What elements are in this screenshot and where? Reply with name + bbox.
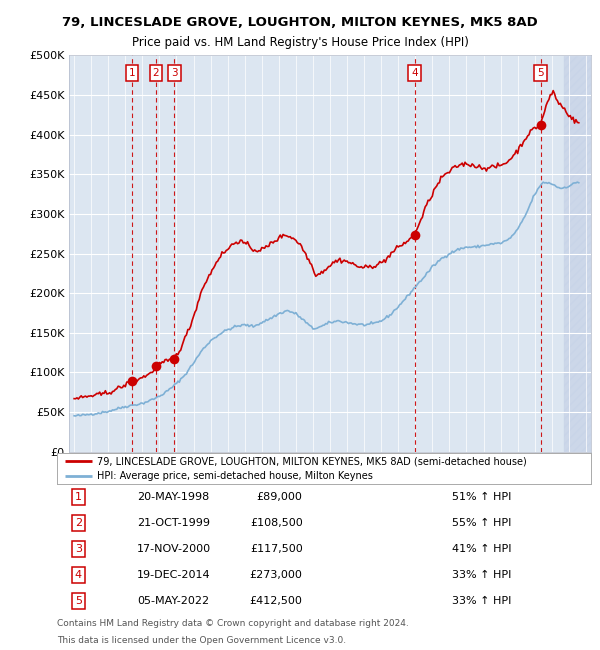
Text: HPI: Average price, semi-detached house, Milton Keynes: HPI: Average price, semi-detached house,…: [97, 471, 373, 482]
Text: This data is licensed under the Open Government Licence v3.0.: This data is licensed under the Open Gov…: [57, 636, 346, 645]
Text: 33% ↑ HPI: 33% ↑ HPI: [452, 570, 512, 580]
Text: 41% ↑ HPI: 41% ↑ HPI: [452, 544, 512, 554]
Text: 33% ↑ HPI: 33% ↑ HPI: [452, 596, 512, 606]
Text: £89,000: £89,000: [257, 492, 302, 502]
Text: 1: 1: [75, 492, 82, 502]
Text: 20-MAY-1998: 20-MAY-1998: [137, 492, 209, 502]
Text: 2: 2: [152, 68, 160, 78]
Text: £273,000: £273,000: [250, 570, 302, 580]
Text: 21-OCT-1999: 21-OCT-1999: [137, 518, 210, 528]
Text: Price paid vs. HM Land Registry's House Price Index (HPI): Price paid vs. HM Land Registry's House …: [131, 36, 469, 49]
Text: 4: 4: [411, 68, 418, 78]
Text: 5: 5: [537, 68, 544, 78]
Text: 5: 5: [75, 596, 82, 606]
Text: 3: 3: [171, 68, 178, 78]
Bar: [564, 55, 591, 452]
Text: 05-MAY-2022: 05-MAY-2022: [137, 596, 209, 606]
Text: £117,500: £117,500: [250, 544, 302, 554]
Text: £108,500: £108,500: [250, 518, 302, 528]
Text: 1: 1: [128, 68, 135, 78]
Text: 17-NOV-2000: 17-NOV-2000: [137, 544, 211, 554]
Text: £412,500: £412,500: [250, 596, 302, 606]
Text: 79, LINCESLADE GROVE, LOUGHTON, MILTON KEYNES, MK5 8AD (semi-detached house): 79, LINCESLADE GROVE, LOUGHTON, MILTON K…: [97, 456, 527, 467]
Text: Contains HM Land Registry data © Crown copyright and database right 2024.: Contains HM Land Registry data © Crown c…: [57, 619, 409, 629]
Text: 3: 3: [75, 544, 82, 554]
Text: 4: 4: [75, 570, 82, 580]
Text: 19-DEC-2014: 19-DEC-2014: [137, 570, 211, 580]
Text: 2: 2: [75, 518, 82, 528]
Text: 79, LINCESLADE GROVE, LOUGHTON, MILTON KEYNES, MK5 8AD: 79, LINCESLADE GROVE, LOUGHTON, MILTON K…: [62, 16, 538, 29]
Text: 55% ↑ HPI: 55% ↑ HPI: [452, 518, 512, 528]
Text: 51% ↑ HPI: 51% ↑ HPI: [452, 492, 512, 502]
